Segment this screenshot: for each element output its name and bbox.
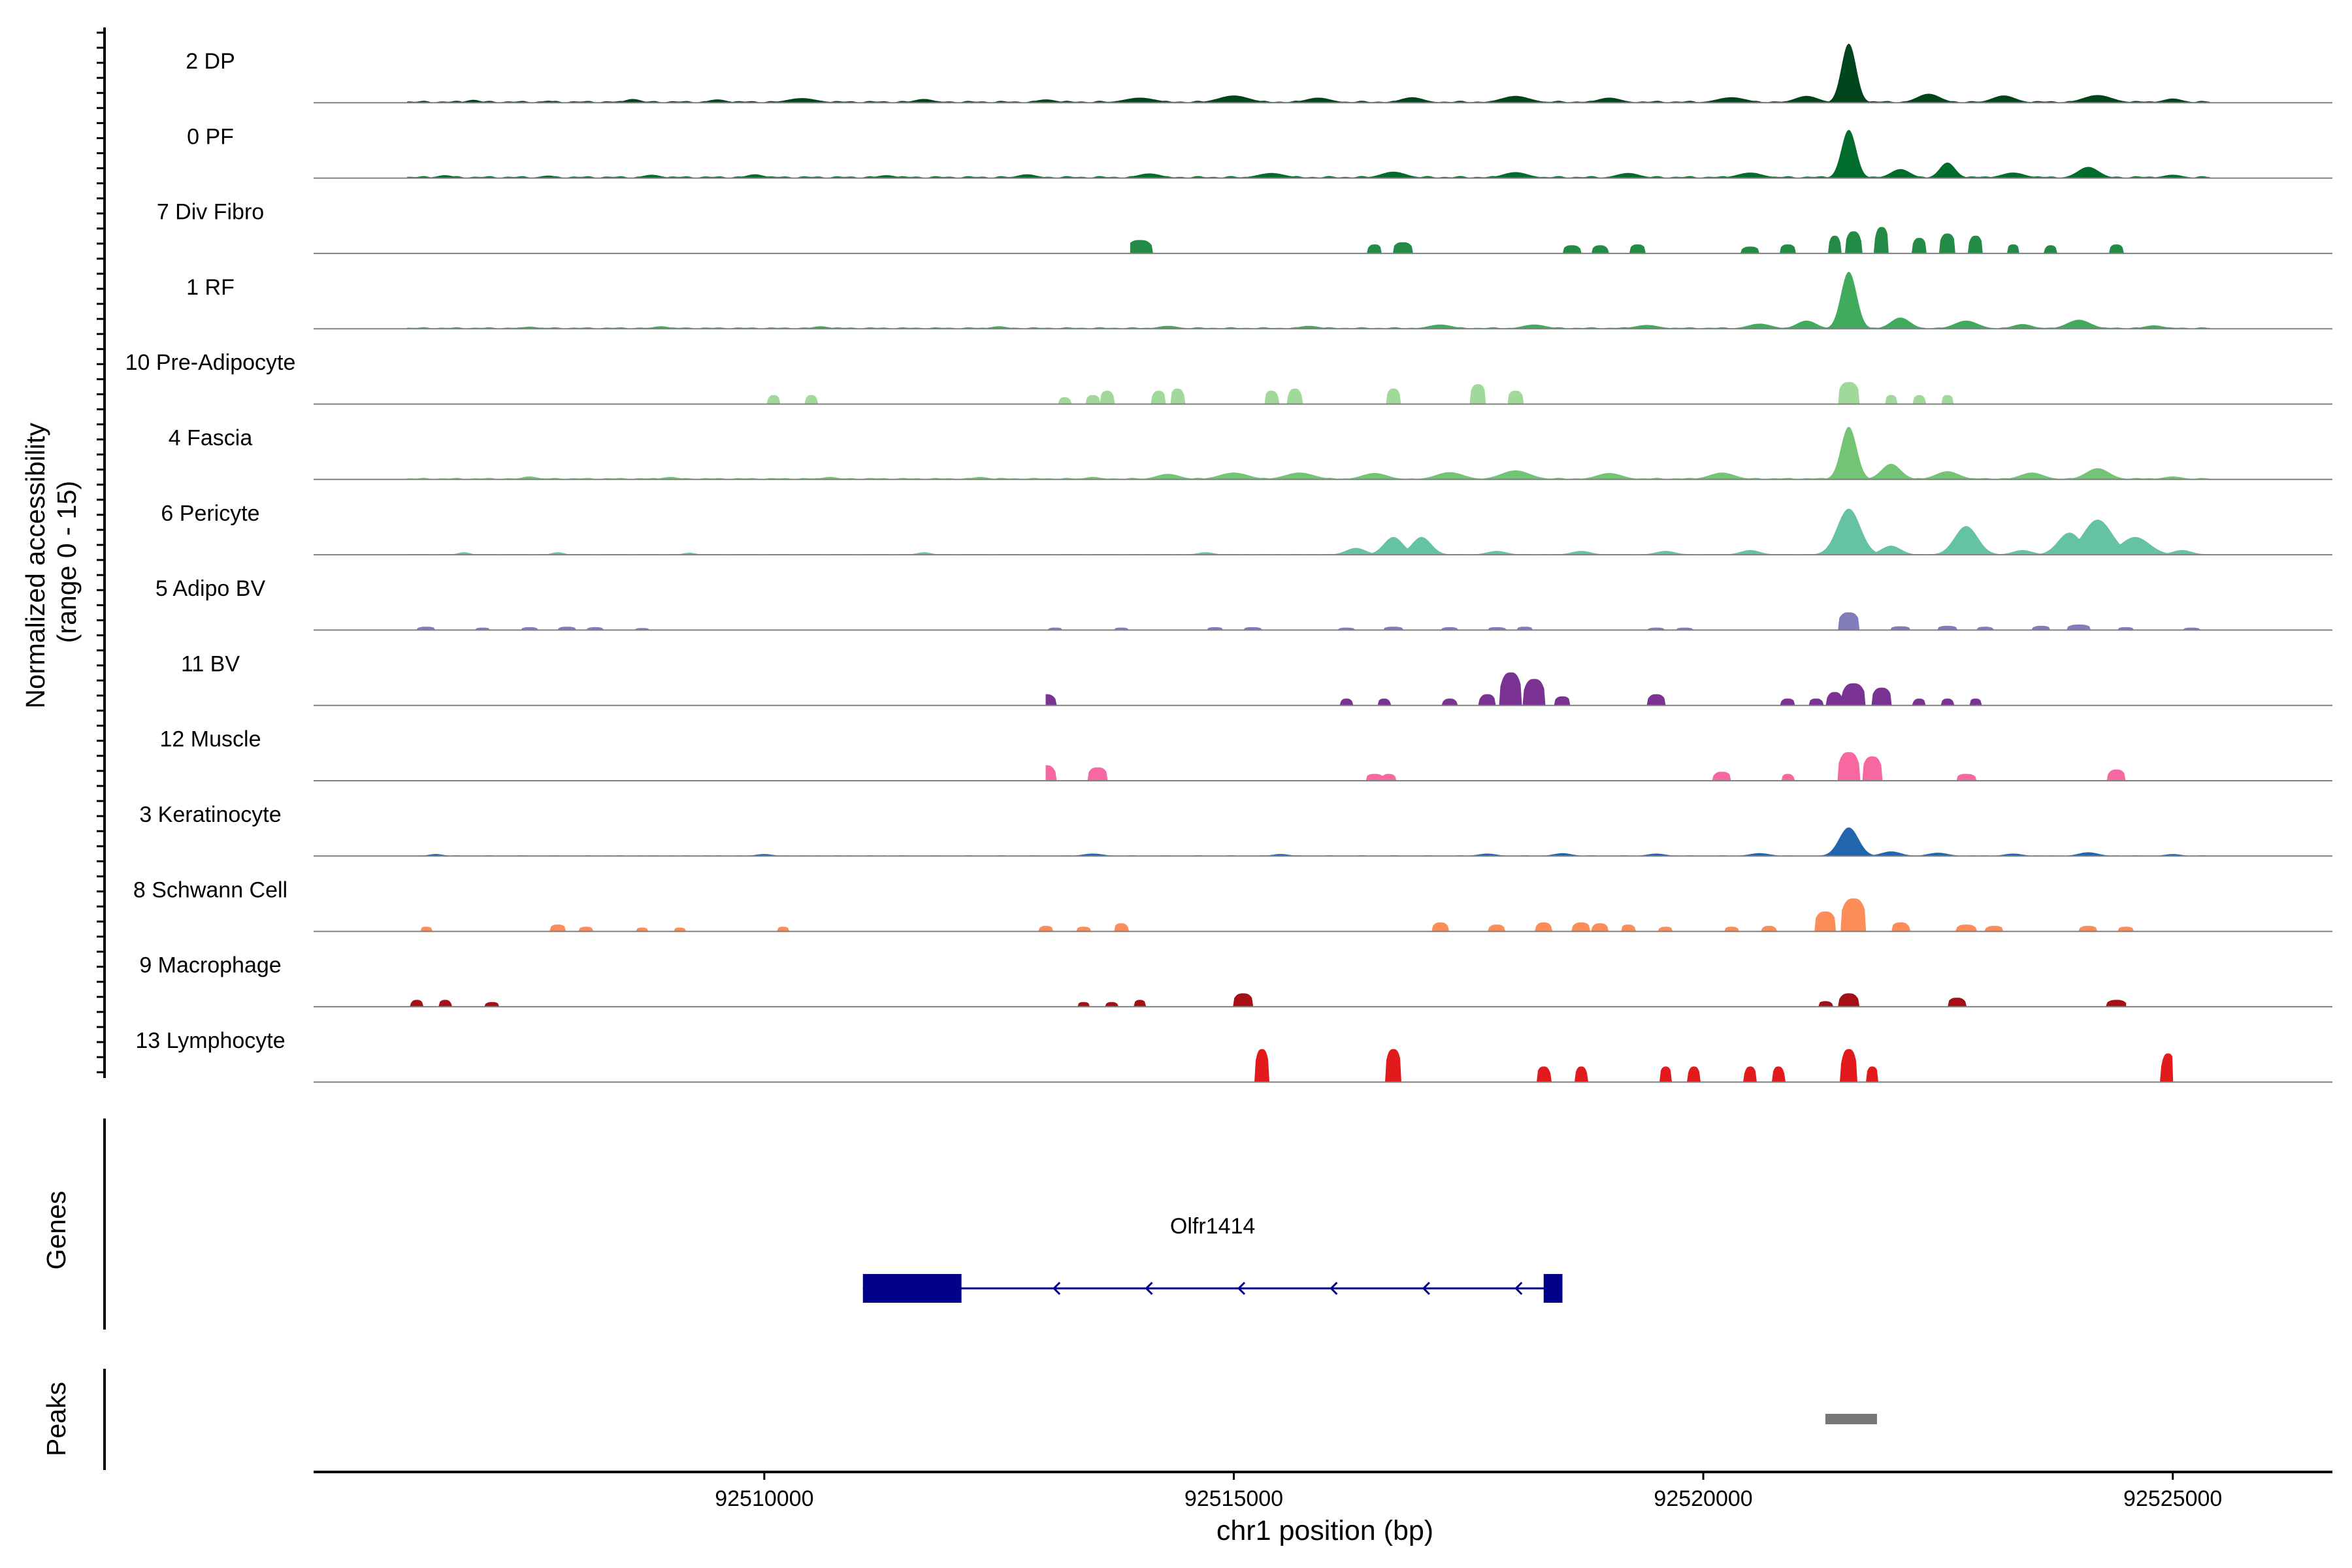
track-label: 0 PF [187, 124, 234, 149]
accessibility-signal [407, 129, 2212, 179]
accessibility-tracks: 2 DP 0 PF 7 Div Fibro 1 RF 10 Pre-Adipocyte 4… [125, 43, 2332, 1083]
track-label: 11 BV [181, 651, 240, 676]
y-axis-label-line1: Normalized accessibility [20, 422, 50, 708]
track-12-muscle: 12 Muscle [160, 727, 2332, 781]
track-label: 4 Fascia [169, 426, 253, 451]
x-tick-label: 92520000 [1654, 1486, 1752, 1511]
strand-arrow [1330, 1281, 1338, 1296]
strand-arrow [1237, 1281, 1246, 1296]
track-label: 10 Pre-Adipocyte [125, 350, 296, 375]
track-label: 3 Keratinocyte [139, 802, 281, 827]
peak-region [1825, 1414, 1877, 1424]
gene-exon [1543, 1274, 1563, 1303]
track-1-rf: 1 RF [186, 271, 2332, 330]
accessibility-signal [407, 508, 2211, 555]
track-4-fascia: 4 Fascia [169, 426, 2332, 480]
gene-name-label: Olfr1414 [1170, 1214, 1255, 1239]
y-minor-ticks [97, 31, 105, 1073]
x-tick-label: 92510000 [715, 1486, 813, 1511]
accessibility-signal [407, 427, 2212, 480]
track-5-adipo-bv: 5 Adipo BV [155, 576, 2332, 631]
track-label: 6 Pericyte [161, 501, 259, 526]
track-11-bv: 11 BV [181, 651, 2332, 706]
accessibility-signal [1233, 1049, 2174, 1083]
strand-arrow [1514, 1281, 1523, 1296]
track-label: 8 Schwann Cell [133, 877, 287, 902]
track-label: 9 Macrophage [139, 953, 281, 978]
x-tick-label: 92525000 [2123, 1486, 2222, 1511]
y-axis-label: Normalized accessibility (range 0 - 15) [20, 416, 82, 709]
strand-arrow [1052, 1281, 1061, 1296]
track-7-div-fibro: 7 Div Fibro [157, 200, 2332, 254]
track-label: 7 Div Fibro [157, 200, 264, 225]
accessibility-signal [407, 993, 2127, 1007]
track-label: 2 DP [186, 49, 235, 74]
accessibility-signal [764, 382, 1967, 404]
accessibility-signal [407, 43, 2212, 103]
track-label: 1 RF [186, 275, 235, 300]
accessibility-signal [407, 898, 2145, 932]
track-0-pf: 0 PF [187, 124, 2332, 179]
accessibility-signal [407, 612, 2211, 630]
x-axis-ticks: 92510000 92515000 92520000 92525000 [715, 1472, 2222, 1511]
x-axis-label: chr1 position (bp) [1217, 1515, 1433, 1546]
track-2-dp: 2 DP [186, 43, 2332, 104]
y-axis-label-line2: (range 0 - 15) [52, 481, 82, 643]
accessibility-signal [1045, 752, 2126, 781]
track-6-pericyte: 6 Pericyte [161, 501, 2332, 556]
gene-exon [862, 1274, 962, 1303]
strand-arrow [1422, 1281, 1430, 1296]
track-label: 12 Muscle [160, 727, 261, 752]
accessibility-signal [407, 827, 2211, 857]
gene-track: Olfr1414 [862, 1214, 1563, 1303]
track-9-macrophage: 9 Macrophage [139, 953, 2332, 1007]
x-tick-label: 92515000 [1184, 1486, 1283, 1511]
accessibility-signal [1045, 672, 1985, 706]
track-10-pre-adipocyte: 10 Pre-Adipocyte [125, 350, 2332, 405]
genes-label: Genes [41, 1191, 71, 1270]
track-8-schwann-cell: 8 Schwann Cell [133, 877, 2332, 932]
track-label: 5 Adipo BV [155, 576, 266, 601]
peaks-label: Peaks [41, 1382, 71, 1456]
accessibility-signal [1130, 227, 2136, 254]
track-3-keratinocyte: 3 Keratinocyte [139, 802, 2332, 857]
track-13-lymphocyte: 13 Lymphocyte [135, 1028, 2332, 1083]
strand-arrow [1145, 1281, 1153, 1296]
track-label: 13 Lymphocyte [135, 1028, 285, 1053]
accessibility-signal [407, 271, 2212, 329]
peaks-track [1825, 1414, 1877, 1424]
